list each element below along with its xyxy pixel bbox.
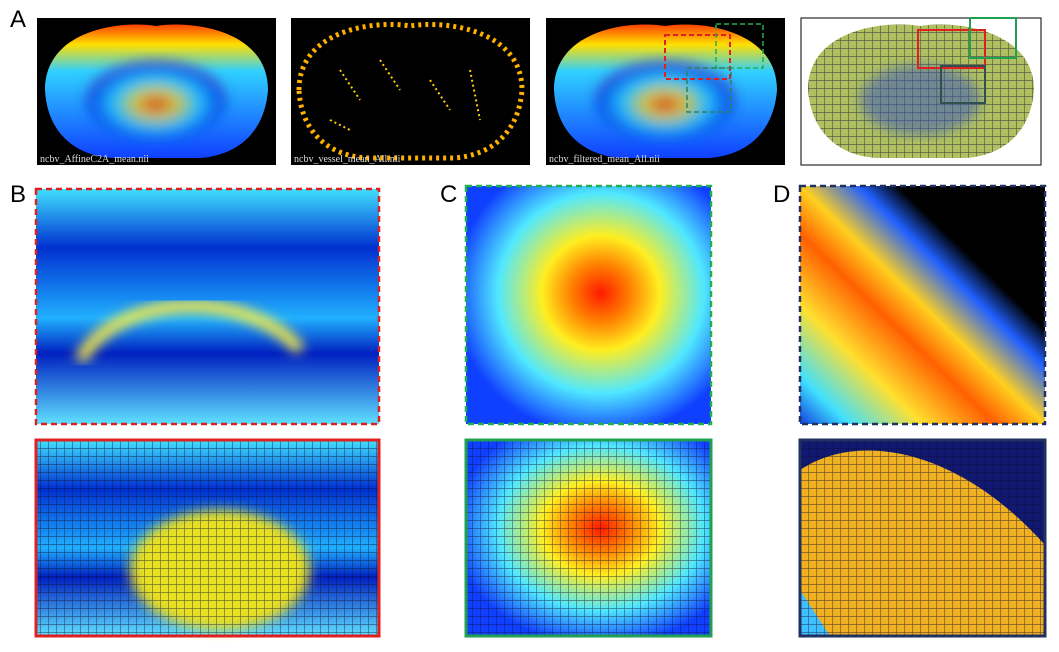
- zoom-d: [798, 184, 1047, 638]
- brain-image-1: ncbv_AffineC2A_mean.nii: [37, 18, 276, 165]
- image-caption: ncbv_filtered_mean_All.nii: [549, 154, 660, 165]
- zoom-b: [34, 187, 381, 638]
- brain-image-3: ncbv_filtered_mean_All.nii: [546, 18, 785, 165]
- panel-label: C: [440, 181, 457, 208]
- image-caption: ncbv_vessel_mean_All.nii: [294, 154, 401, 165]
- brain-image-2: ncbv_vessel_mean_All.nii: [291, 18, 530, 165]
- brain-image-4: [800, 17, 1042, 166]
- panel-label: D: [773, 181, 790, 208]
- panel-label: B: [10, 181, 26, 208]
- zoom-c: [464, 184, 713, 638]
- image-caption: ncbv_AffineC2A_mean.nii: [40, 154, 149, 165]
- panel-label: A: [10, 6, 26, 33]
